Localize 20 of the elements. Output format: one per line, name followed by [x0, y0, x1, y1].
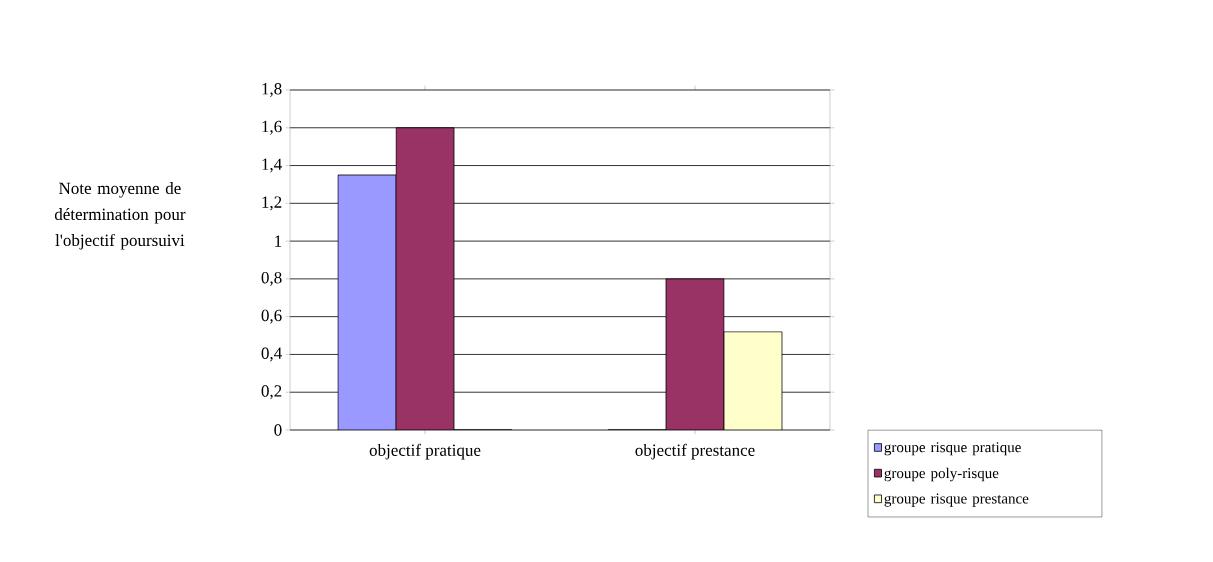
legend-label: groupe risque prestance — [884, 493, 1029, 507]
y-tick-label: 1,8 — [262, 83, 282, 97]
y-tick-label: 0 — [274, 424, 282, 436]
bar — [723, 331, 783, 430]
y-tick-label: 1,4 — [262, 158, 282, 173]
legend-label: groupe risque pratique — [884, 442, 1021, 456]
bar — [395, 127, 455, 430]
y-tick-label: 1,6 — [262, 120, 282, 135]
legend-label: groupe poly-risque — [884, 467, 999, 482]
y-tick-label: 1,2 — [262, 196, 282, 211]
y-tick-label: 1 — [275, 235, 282, 247]
x-tick-label: objectif prestance — [635, 443, 755, 460]
y-tick-label: 0,6 — [261, 309, 282, 324]
y-tick-label: 0,2 — [261, 385, 282, 400]
y-tick-label: 0,4 — [261, 347, 282, 362]
y-tick-label: 0,8 — [261, 271, 282, 286]
y-axis-title: Note moyenne de détermination pour l'objectif poursuivi — [54, 182, 186, 250]
x-tick-label: objectif pratique — [369, 443, 481, 460]
bar — [337, 174, 397, 430]
bar — [665, 278, 725, 430]
